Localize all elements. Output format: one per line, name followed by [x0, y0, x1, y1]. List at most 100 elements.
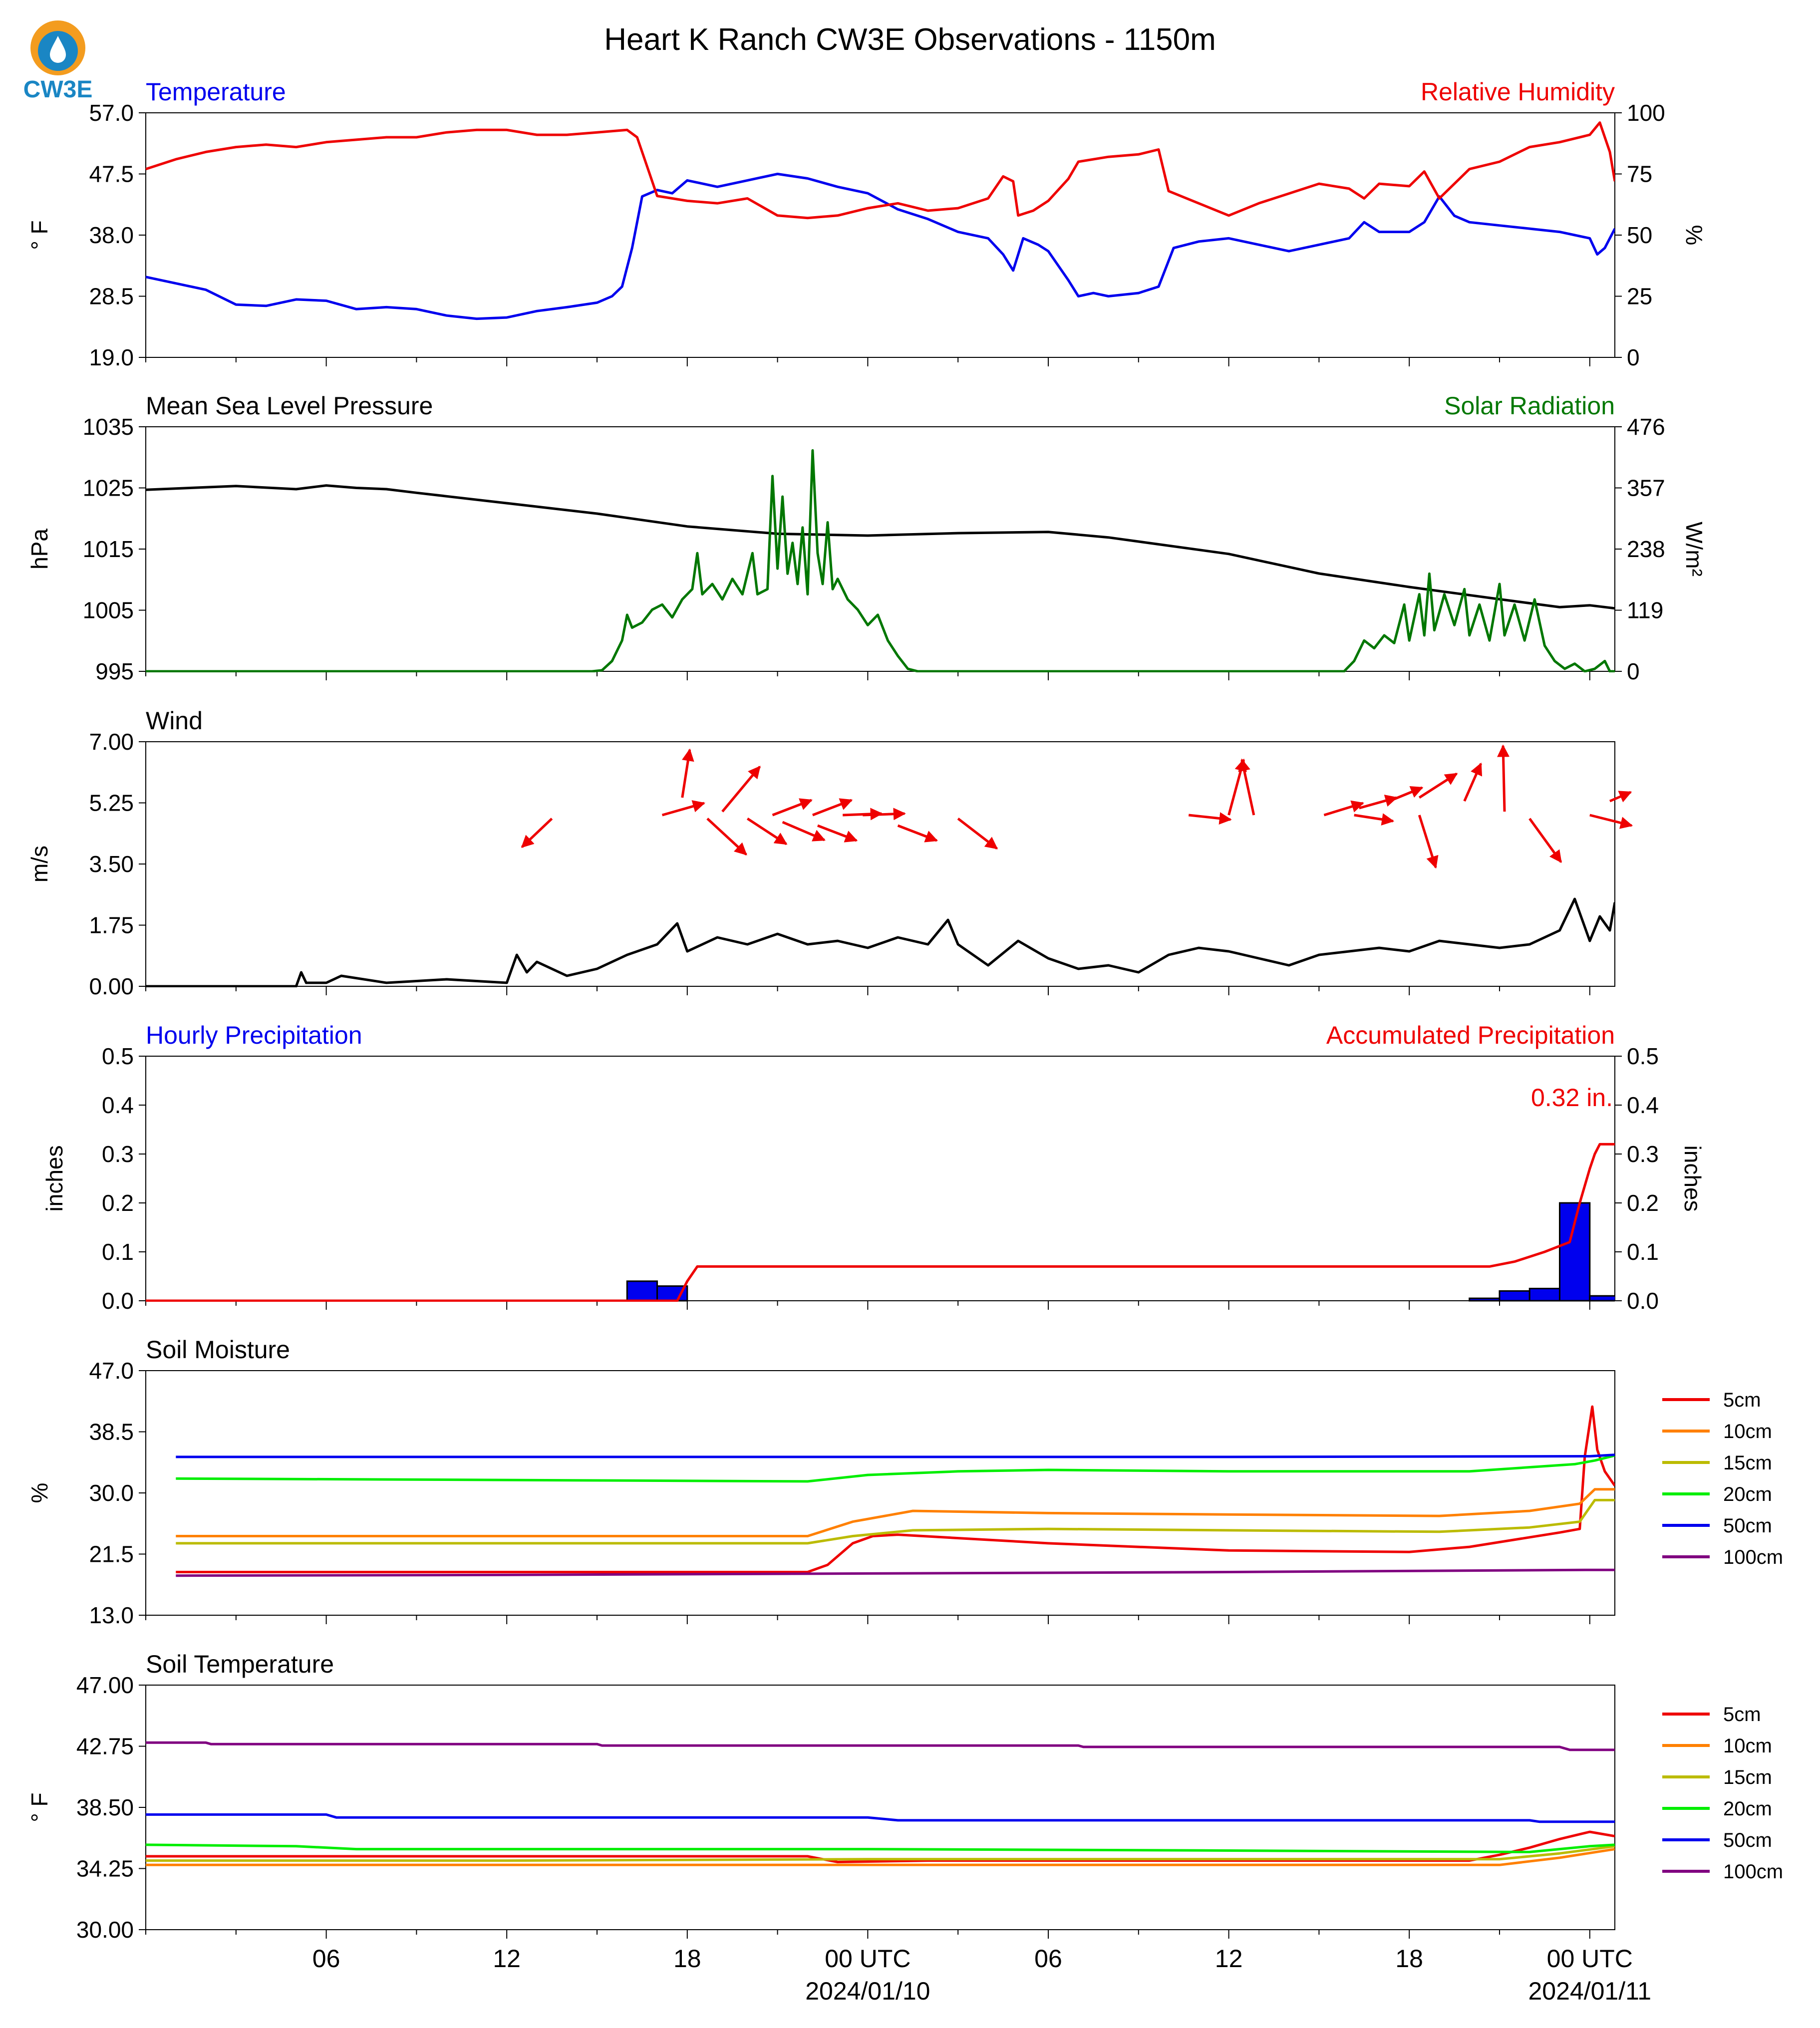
y-axis-label-right: inches [1680, 1146, 1706, 1212]
wind-arrow [1589, 814, 1633, 829]
y-tick-label: 38.50 [76, 1794, 134, 1820]
y-axis-label: ° F [26, 1792, 52, 1822]
y-tick-label-right: 0 [1627, 658, 1640, 684]
y-tick-label: 0.2 [102, 1190, 134, 1216]
series-line-relative_humidity [146, 121, 1615, 220]
y-tick-label: 38.5 [89, 1419, 134, 1445]
panel-soil_moisture: Soil Moisture 13.0 21.5 30.0 38.5 47.0% 5cm 10c… [26, 1336, 1783, 1628]
plot-area [146, 1143, 1615, 1302]
wind-arrow [957, 818, 998, 850]
series-line-wind_speed [146, 897, 1615, 987]
logo-drop-icon [50, 36, 66, 63]
series-line-100cm [176, 1568, 1615, 1577]
y-tick-label: 1035 [83, 414, 134, 440]
x-tick-label: 12 [1215, 1945, 1243, 1973]
y-tick-label: 30.00 [76, 1917, 134, 1943]
legend-label: 100cm [1723, 1861, 1783, 1883]
y-tick-label-right: 100 [1627, 100, 1665, 126]
wind-arrow [1609, 791, 1632, 803]
y-tick-label-right: 25 [1627, 284, 1652, 309]
y-tick-label: 47.00 [76, 1672, 134, 1698]
y-axis-label: inches [41, 1146, 67, 1212]
y-axis-label-right: W/m² [1681, 522, 1707, 577]
y-tick-label: 5.25 [89, 790, 134, 816]
y-tick-label: 28.5 [89, 284, 134, 309]
series-line-50cm [176, 1453, 1615, 1458]
wind-arrow [812, 798, 853, 817]
y-tick-label: 995 [95, 658, 134, 684]
precip-bar [1499, 1290, 1530, 1302]
plot-area [176, 1405, 1615, 1577]
legend-label: 20cm [1723, 1483, 1772, 1505]
panel-pressure_solar: Mean Sea Level Pressure Solar Radiation 99… [26, 392, 1707, 684]
y-tick-label-right: 238 [1627, 536, 1665, 562]
x-tick-label: 06 [312, 1945, 340, 1973]
series-line-50cm [146, 1813, 1615, 1823]
cw3e-logo: CW3E [23, 20, 93, 103]
series-line-solar_radiation [146, 449, 1615, 672]
legend-label: 15cm [1723, 1766, 1772, 1788]
y-axis-label: m/s [26, 846, 52, 882]
x-tick-label: 00 UTC [1547, 1945, 1633, 1973]
legend-label: 10cm [1723, 1421, 1772, 1443]
y-tick-label: 13.0 [89, 1602, 134, 1628]
series-line-15cm [176, 1498, 1615, 1545]
wind-arrow [1188, 812, 1232, 825]
panel-title-left: Hourly Precipitation [146, 1021, 362, 1049]
legend-label: 50cm [1723, 1515, 1772, 1537]
precip-bar [1528, 1288, 1561, 1302]
y-tick-label: 1.75 [89, 912, 134, 938]
legend-label: 5cm [1723, 1704, 1761, 1726]
wind-arrow [1463, 762, 1483, 802]
legend-label: 100cm [1723, 1546, 1783, 1568]
y-tick-label: 19.0 [89, 344, 134, 370]
y-tick-label: 21.5 [89, 1541, 134, 1567]
wind-arrow [863, 808, 906, 821]
series-line-accumulated [146, 1143, 1615, 1302]
wind-arrow [772, 798, 813, 817]
y-tick-label-right: 50 [1627, 222, 1652, 248]
logo-text: CW3E [23, 76, 93, 103]
wind-arrow [661, 800, 705, 817]
y-tick-label: 0.0 [102, 1288, 134, 1314]
legend-label: 15cm [1723, 1452, 1772, 1474]
y-tick-label-right: 119 [1627, 597, 1663, 623]
panel-title-right: Relative Humidity [1421, 78, 1615, 106]
y-tick-label: 1005 [83, 597, 134, 623]
y-tick-label-right: 0.0 [1627, 1288, 1659, 1314]
panels: Temperature Relative Humidity 19.0 28.5 38.0… [26, 78, 1783, 2005]
precip-bar [1469, 1297, 1501, 1302]
panel-temperature_rh: Temperature Relative Humidity 19.0 28.5 38.0… [26, 78, 1707, 370]
y-tick-label-right: 476 [1627, 414, 1665, 440]
x-tick-date-label: 2024/01/10 [805, 1977, 930, 2005]
y-tick-label-right: 75 [1627, 161, 1652, 187]
y-tick-label: 0.5 [102, 1043, 134, 1069]
plot-area [146, 449, 1615, 672]
wind-arrow [746, 817, 788, 846]
panel-title-right: Solar Radiation [1444, 392, 1615, 420]
x-tick-label: 00 UTC [825, 1945, 910, 1973]
wind-arrow [897, 824, 938, 843]
plot-area [146, 121, 1615, 320]
y-tick-label: 0.4 [102, 1092, 134, 1118]
y-tick-label: 30.0 [89, 1480, 134, 1506]
series-line-10cm [176, 1488, 1615, 1537]
y-tick-label: 38.0 [89, 222, 134, 248]
y-tick-label: 47.0 [89, 1358, 134, 1384]
y-tick-label: 47.5 [89, 161, 134, 187]
legend: 5cm 10cm 15cm 20cm 50cm 100cm [1662, 1704, 1783, 1883]
series-line-10cm [146, 1848, 1615, 1866]
y-tick-label-right: 357 [1627, 475, 1665, 501]
y-tick-label: 0.3 [102, 1141, 134, 1167]
wind-arrow [1323, 800, 1364, 817]
y-tick-label: 0.1 [102, 1239, 134, 1265]
total-precip-annotation: 0.32 in. [1531, 1084, 1613, 1112]
panel-title-left: Mean Sea Level Pressure [146, 392, 433, 420]
wind-arrow [681, 748, 694, 798]
wind-arrow [782, 821, 826, 842]
series-line-20cm [146, 1843, 1615, 1853]
legend-label: 5cm [1723, 1389, 1761, 1411]
wind-arrow [1418, 772, 1458, 799]
series-line-mslp [146, 484, 1615, 610]
